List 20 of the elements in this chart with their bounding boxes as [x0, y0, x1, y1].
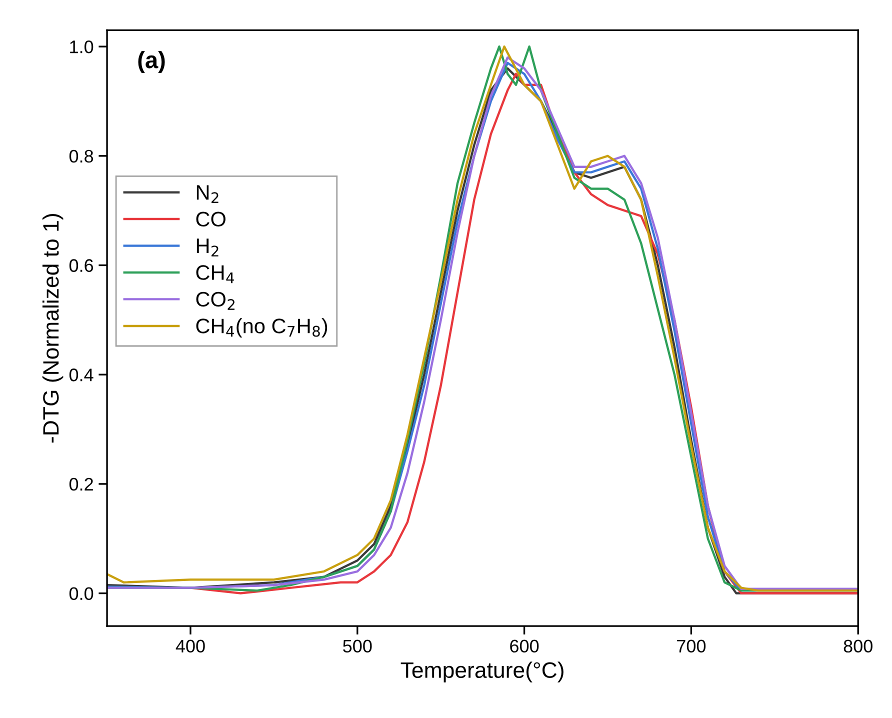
y-tick-label: 0.2: [69, 478, 93, 491]
y-tick-label: 0.0: [69, 587, 94, 600]
legend-label: N$_{2}$: [196, 185, 218, 203]
legend-label: CH$_{4}$(no C$_{7}$H$_{8}$): [196, 318, 328, 338]
y-tick-label: 0.6: [69, 259, 94, 272]
legend-label: CO$_{2}$: [196, 292, 234, 310]
x-axis-title: Temperature(°C): [400, 662, 564, 682]
legend-label: CH$_{4}$: [196, 265, 234, 284]
y-tick-label: 0.4: [69, 368, 94, 382]
y-tick-label: 1.0: [70, 40, 94, 54]
x-tick-label: 500: [343, 640, 372, 653]
x-tick-label: 800: [844, 640, 872, 653]
x-tick-label: 400: [176, 640, 205, 653]
annotation: (a): [138, 51, 165, 74]
y-tick-label: 0.8: [69, 150, 94, 163]
x-tick-label: 600: [510, 640, 539, 653]
y-axis-title: -DTG (Normalized to 1): [42, 214, 64, 443]
legend-label: H$_{2}$: [196, 238, 218, 256]
legend-label: CO: [196, 212, 226, 227]
x-tick-label: 700: [677, 640, 706, 653]
